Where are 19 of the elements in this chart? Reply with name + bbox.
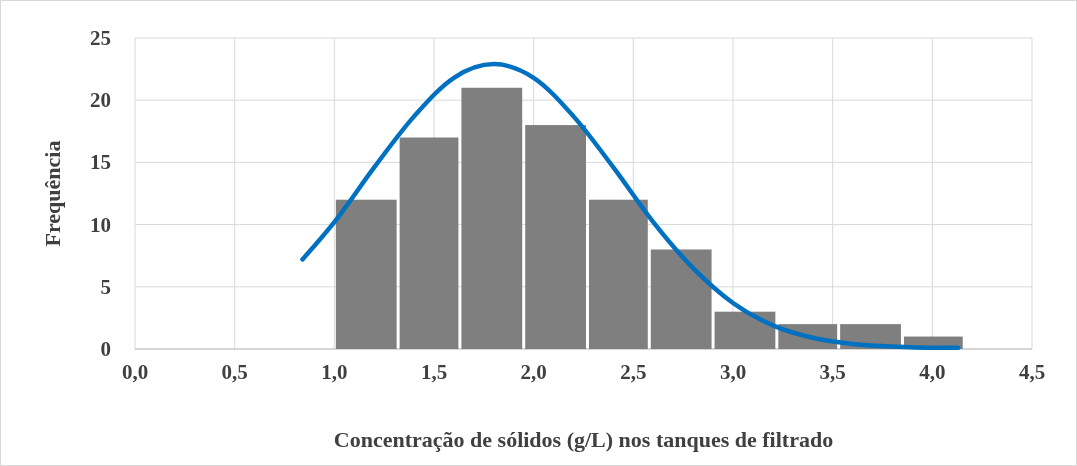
- x-tick-label: 4,5: [1018, 360, 1046, 384]
- x-tick-label: 0,0: [121, 360, 149, 384]
- y-tick-label: 20: [90, 88, 111, 113]
- x-axis-title: Concentração de sólidos (g/L) nos tanques de filtrado: [333, 427, 834, 452]
- y-tick-label: 10: [90, 212, 111, 237]
- y-tick-label: 5: [100, 274, 111, 299]
- x-tick-label: 4,0: [919, 360, 946, 384]
- y-tick-label: 25: [90, 26, 111, 50]
- x-tick-label: 3,0: [719, 360, 747, 384]
- x-tick-label: 3,5: [819, 360, 846, 384]
- x-tick-label: 2,0: [520, 360, 547, 384]
- x-tick-label: 1,5: [420, 360, 448, 384]
- y-tick-label: 0: [100, 337, 111, 361]
- x-tick-label: 0,5: [221, 360, 248, 384]
- y-axis-title: Frequência: [40, 140, 65, 247]
- x-tick-label: 1,0: [321, 360, 348, 384]
- x-tick-label: 2,5: [620, 360, 647, 384]
- line-series: [300, 61, 961, 351]
- y-tick-label: 15: [90, 150, 111, 175]
